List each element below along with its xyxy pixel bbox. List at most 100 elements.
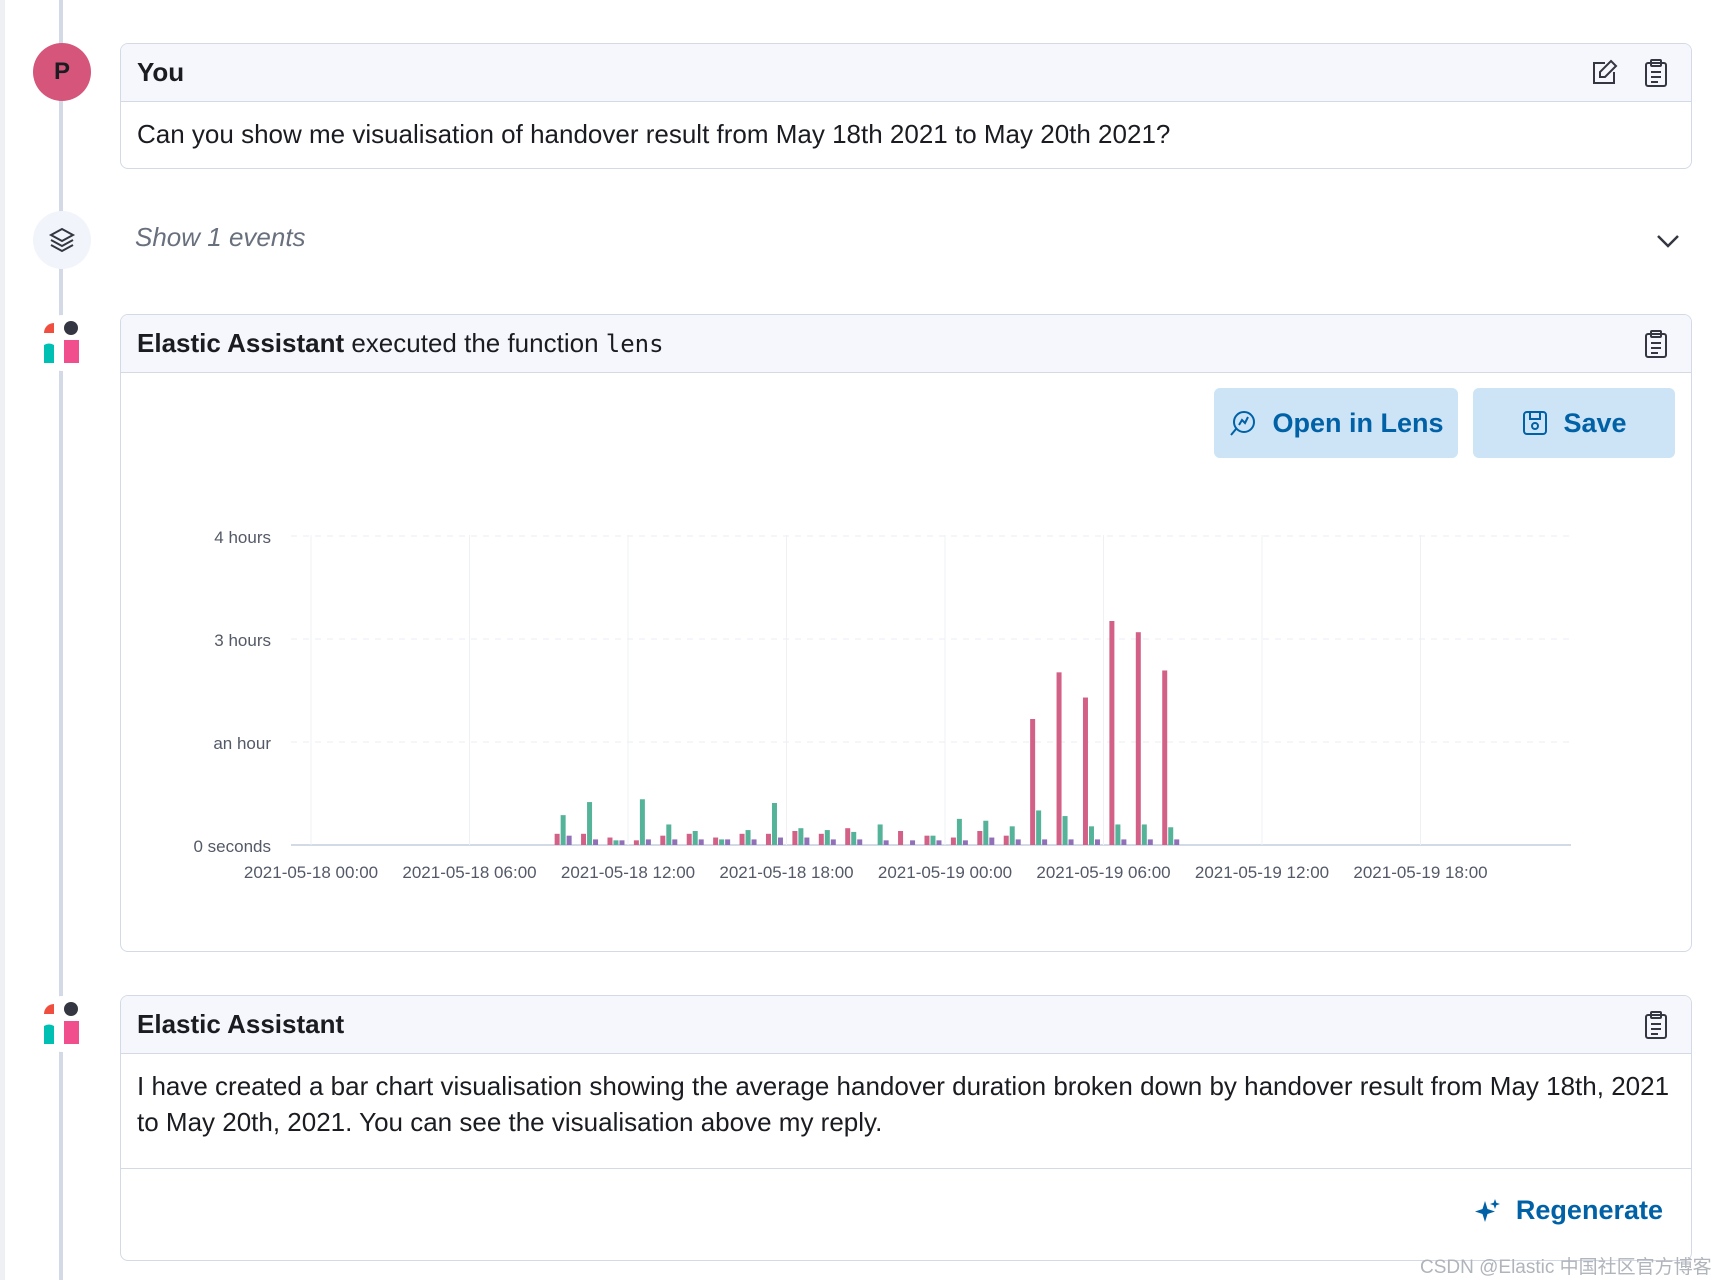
elastic-logo-icon [44, 1002, 79, 1044]
bar [1003, 835, 1009, 845]
bar [924, 835, 930, 845]
x-tick-label: 2021-05-19 18:00 [1353, 863, 1487, 882]
copy-clipboard-icon[interactable] [1639, 327, 1673, 361]
bar [554, 833, 560, 845]
assistant-message-author: Elastic Assistant [137, 1009, 345, 1039]
bar [1147, 839, 1153, 845]
bar [745, 830, 751, 845]
bar [660, 835, 666, 845]
bar [686, 833, 692, 845]
bar [950, 837, 956, 845]
bar [857, 839, 863, 845]
function-message-panel: Elastic Assistant executed the function … [120, 314, 1692, 952]
open-in-lens-button[interactable]: Open in Lens [1214, 388, 1458, 458]
bar [751, 839, 757, 845]
bar [798, 828, 804, 845]
user-message-header: You [121, 44, 1691, 102]
bar [1009, 826, 1015, 845]
user-message-actions [1587, 56, 1673, 90]
x-tick-label: 2021-05-18 12:00 [561, 863, 695, 882]
bar [1121, 839, 1127, 845]
bar [672, 839, 678, 845]
bar [1030, 719, 1036, 845]
bar [1168, 827, 1174, 845]
bar [877, 824, 883, 845]
bar [698, 839, 704, 845]
bar [1115, 824, 1121, 845]
assistant-message-footer: Regenerate [121, 1168, 1691, 1257]
assistant-message-panel: Elastic Assistant I have created a bar c… [120, 995, 1692, 1261]
assistant-message-header: Elastic Assistant [121, 996, 1691, 1054]
handover-bar-chart: 0 seconds an hour 3 hours 4 hours 2021-05-18… [194, 528, 1571, 882]
regenerate-label: Regenerate [1515, 1195, 1663, 1225]
bar [581, 833, 587, 845]
bar [607, 837, 613, 845]
sparkles-icon [1474, 1198, 1500, 1222]
bar [1162, 670, 1168, 845]
bar [777, 837, 783, 845]
elastic-assistant-avatar [35, 315, 91, 371]
timeline-line [59, 0, 63, 1280]
bar [639, 799, 645, 845]
watermark: CSDN @Elastic 中国社区官方博客 [1420, 1257, 1712, 1278]
events-avatar [33, 211, 91, 269]
x-tick-label: 2021-05-19 12:00 [1195, 863, 1329, 882]
function-message-author: Elastic Assistant [137, 328, 345, 358]
save-button[interactable]: Save [1473, 388, 1675, 458]
bar [883, 840, 889, 845]
copy-clipboard-icon[interactable] [1639, 56, 1673, 90]
copy-clipboard-icon[interactable] [1639, 1008, 1673, 1042]
bar [765, 833, 771, 845]
bar [1056, 672, 1062, 845]
function-message-actions [1639, 327, 1673, 361]
bar [771, 803, 777, 845]
function-message-action: executed the function [344, 328, 606, 358]
x-tick-label: 2021-05-19 00:00 [878, 863, 1012, 882]
bar [977, 831, 983, 845]
bar [830, 839, 836, 845]
show-events-toggle[interactable]: Show 1 events [135, 222, 306, 252]
user-message-text: Can you show me visualisation of handove… [137, 119, 1171, 149]
bar [962, 840, 968, 845]
bar [1088, 826, 1094, 845]
bar [1094, 839, 1100, 845]
x-tick-label: 2021-05-19 06:00 [1036, 863, 1170, 882]
x-tick-label: 2021-05-18 00:00 [244, 863, 378, 882]
edit-icon[interactable] [1587, 56, 1621, 90]
left-border [0, 0, 5, 1280]
bar [910, 840, 916, 845]
bar [1015, 839, 1021, 845]
bar [851, 831, 857, 845]
assistant-message-actions [1639, 1008, 1673, 1042]
bar [1135, 632, 1141, 845]
bar [983, 820, 989, 845]
bar [1141, 824, 1147, 845]
bar [936, 840, 942, 845]
bar [739, 833, 745, 845]
lens-icon [1230, 411, 1256, 436]
bar [619, 840, 625, 845]
elastic-logo-icon [44, 321, 79, 363]
bar [566, 835, 572, 845]
bar [560, 815, 566, 845]
x-tick-label: 2021-05-18 06:00 [402, 863, 536, 882]
bar [824, 830, 830, 845]
bar [713, 837, 719, 845]
bar [845, 828, 851, 845]
bar [930, 835, 936, 845]
user-avatar-initial: P [53, 58, 70, 85]
save-label: Save [1563, 407, 1627, 438]
bar [1036, 810, 1042, 845]
regenerate-button[interactable]: Regenerate [1474, 1195, 1663, 1226]
bar [956, 818, 962, 845]
assistant-message-text: I have created a bar chart visualisation… [137, 1071, 1670, 1137]
y-tick-label: 4 hours [214, 528, 271, 547]
bar [613, 840, 619, 845]
bar [898, 831, 904, 845]
layers-icon [48, 227, 76, 253]
user-message-author: You [137, 57, 185, 87]
bar [692, 831, 698, 845]
chevron-down-icon[interactable] [1652, 225, 1684, 257]
y-tick-label: 3 hours [214, 631, 271, 650]
bar [989, 837, 995, 845]
